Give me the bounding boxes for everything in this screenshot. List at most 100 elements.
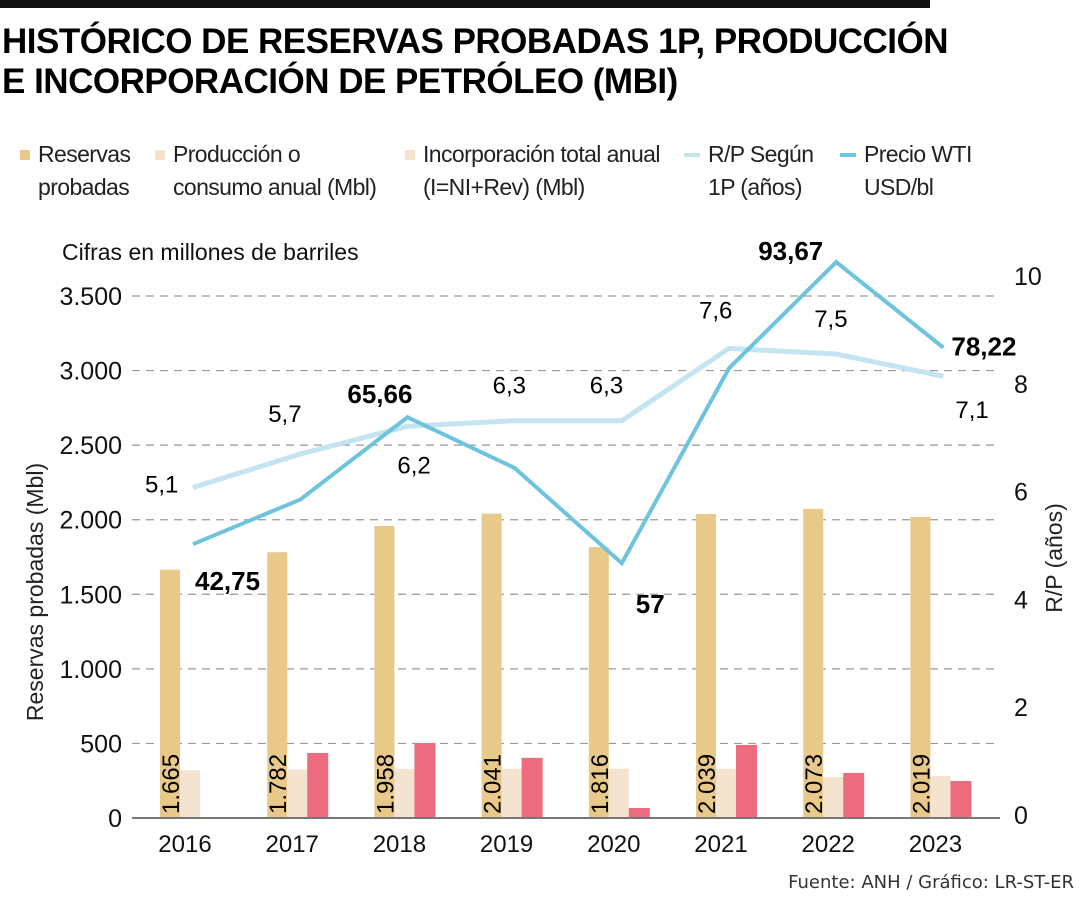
x-tick-label: 2021 xyxy=(694,831,747,858)
legend-item-incorporacion: Incorporación total anual (I=NI+Rev) (Mb… xyxy=(405,138,660,204)
legend-label: Precio WTI xyxy=(864,141,972,167)
bar-incorporacion xyxy=(950,781,972,818)
y-tick-label: 3.000 xyxy=(59,358,122,386)
y-tick-label: 2.000 xyxy=(59,507,122,535)
bar-reservas xyxy=(803,508,824,818)
legend-label: 1P (años) xyxy=(708,174,803,200)
bar-produccion xyxy=(287,769,308,818)
bar-incorporacion xyxy=(736,744,757,818)
legend-label: consumo anual (Mbl) xyxy=(173,174,377,200)
bar-value-label: 1.782 xyxy=(265,754,292,814)
legend-label: USD/bl xyxy=(864,174,934,200)
wti-value-label: 78,22 xyxy=(951,332,1016,362)
y-tick-label: 500 xyxy=(80,730,122,758)
title-line-1: HISTÓRICO DE RESERVAS PROBADAS 1P, PRODU… xyxy=(2,22,949,61)
y2-tick-label: 8 xyxy=(1014,371,1028,399)
bar-value-label: 2.019 xyxy=(908,754,935,814)
y2-tick-label: 6 xyxy=(1014,479,1028,507)
y2-tick-label: 10 xyxy=(1014,263,1042,291)
bars xyxy=(160,508,972,818)
line-rp xyxy=(192,345,944,490)
chart-title: HISTÓRICO DE RESERVAS PROBADAS 1P, PRODU… xyxy=(2,22,949,102)
rp-value-label: 6,3 xyxy=(590,373,623,400)
legend: Reservas probadas Producción o consumo a… xyxy=(0,138,1080,218)
legend-label: Reservas xyxy=(38,141,131,167)
legend-label: (I=NI+Rev) (Mbl) xyxy=(423,174,585,200)
title-line-2: E INCORPORACIÓN DE PETRÓLEO (MBI) xyxy=(2,62,678,101)
legend-item-reservas: Reservas probadas xyxy=(20,138,131,204)
bar-reservas xyxy=(267,552,288,818)
rp-value-label: 5,1 xyxy=(145,471,178,498)
y2-tick-label: 2 xyxy=(1014,694,1028,722)
bar-value-label: 1.958 xyxy=(372,754,399,814)
bar-produccion xyxy=(716,768,736,818)
wti-value-label: 42,75 xyxy=(195,566,260,596)
y2-tick-label: 4 xyxy=(1014,586,1028,614)
bar-reservas xyxy=(696,513,716,818)
legend-swatch-reservas xyxy=(20,150,30,160)
bar-reservas xyxy=(160,569,180,818)
y-tick-label: 1.000 xyxy=(59,656,122,684)
bar-reservas xyxy=(374,525,395,818)
legend-label: R/P Según xyxy=(708,141,814,167)
wti-value-label: 65,66 xyxy=(347,379,412,409)
x-tick-label: 2019 xyxy=(480,831,533,858)
x-tick-label: 2022 xyxy=(802,831,855,858)
bar-reservas xyxy=(588,547,609,818)
lines xyxy=(192,259,945,567)
rp-value-label: 7,5 xyxy=(814,306,847,333)
legend-label: probadas xyxy=(38,174,130,200)
bar-value-label: 2.041 xyxy=(480,754,507,814)
rp-value-label: 7,6 xyxy=(699,297,732,324)
bar-reservas xyxy=(481,513,502,818)
x-tick-label: 2016 xyxy=(158,831,211,858)
bar-incorporacion xyxy=(414,742,436,818)
legend-swatch-produccion xyxy=(155,150,165,160)
x-tick-label: 2017 xyxy=(266,831,319,858)
bar-produccion xyxy=(823,776,844,818)
legend-label: Incorporación total anual xyxy=(423,141,660,167)
bar-incorporacion xyxy=(307,752,329,818)
y-axis-title: Reservas probadas (Mbl) xyxy=(22,463,48,721)
axes: 0 500 1.000 1.500 2.000 2.500 3.000 3.500 0 2 4 6 8 1… xyxy=(59,263,1041,858)
legend-swatch-incorporacion xyxy=(405,150,415,160)
data-labels: 1.665 1.782 1.958 2.041 1.816 2.039 2.073 2.019… xyxy=(145,236,1016,814)
wti-value-label: 57 xyxy=(636,589,665,619)
legend-item-produccion: Producción o consumo anual (Mbl) xyxy=(155,138,377,204)
bar-value-label: 2.073 xyxy=(801,754,828,814)
x-tick-label: 2018 xyxy=(373,831,426,858)
y2-axis-title: R/P (años) xyxy=(1041,503,1067,613)
bar-incorporacion xyxy=(521,757,543,818)
wti-value-label: 93,67 xyxy=(758,236,823,266)
rp-value-label: 6,2 xyxy=(397,452,430,479)
legend-line-wti xyxy=(840,153,856,157)
bar-produccion xyxy=(930,775,951,818)
bar-value-label: 2.039 xyxy=(694,754,721,814)
bar-produccion xyxy=(608,768,629,818)
bar-value-label: 1.665 xyxy=(158,754,185,814)
y2-tick-label: 0 xyxy=(1014,802,1028,830)
bar-incorporacion xyxy=(843,772,865,818)
y-tick-label: 2.500 xyxy=(59,432,122,460)
legend-line-rp xyxy=(684,153,700,157)
bar-reservas xyxy=(910,516,931,818)
y-tick-label: 1.500 xyxy=(59,581,122,609)
legend-item-rp: R/P Según 1P (años) xyxy=(684,138,814,204)
x-tick-label: 2023 xyxy=(909,831,962,858)
bar-produccion xyxy=(501,768,522,818)
bar-incorporacion xyxy=(628,808,650,818)
rp-value-label: 5,7 xyxy=(268,401,301,428)
bar-produccion xyxy=(180,770,200,818)
y-tick-label: 3.500 xyxy=(59,283,122,311)
y-tick-label: 0 xyxy=(108,805,122,833)
rp-value-label: 6,3 xyxy=(493,373,526,400)
line-wti xyxy=(192,259,945,567)
header-rule xyxy=(0,0,930,8)
rp-value-label: 7,1 xyxy=(955,397,988,424)
source-credit: Fuente: ANH / Gráfico: LR-ST-ER xyxy=(788,872,1074,893)
units-note: Cifras en millones de barriles xyxy=(62,239,359,265)
legend-label: Producción o xyxy=(173,141,301,167)
legend-item-wti: Precio WTI USD/bl xyxy=(840,138,972,204)
x-tick-label: 2020 xyxy=(587,831,640,858)
